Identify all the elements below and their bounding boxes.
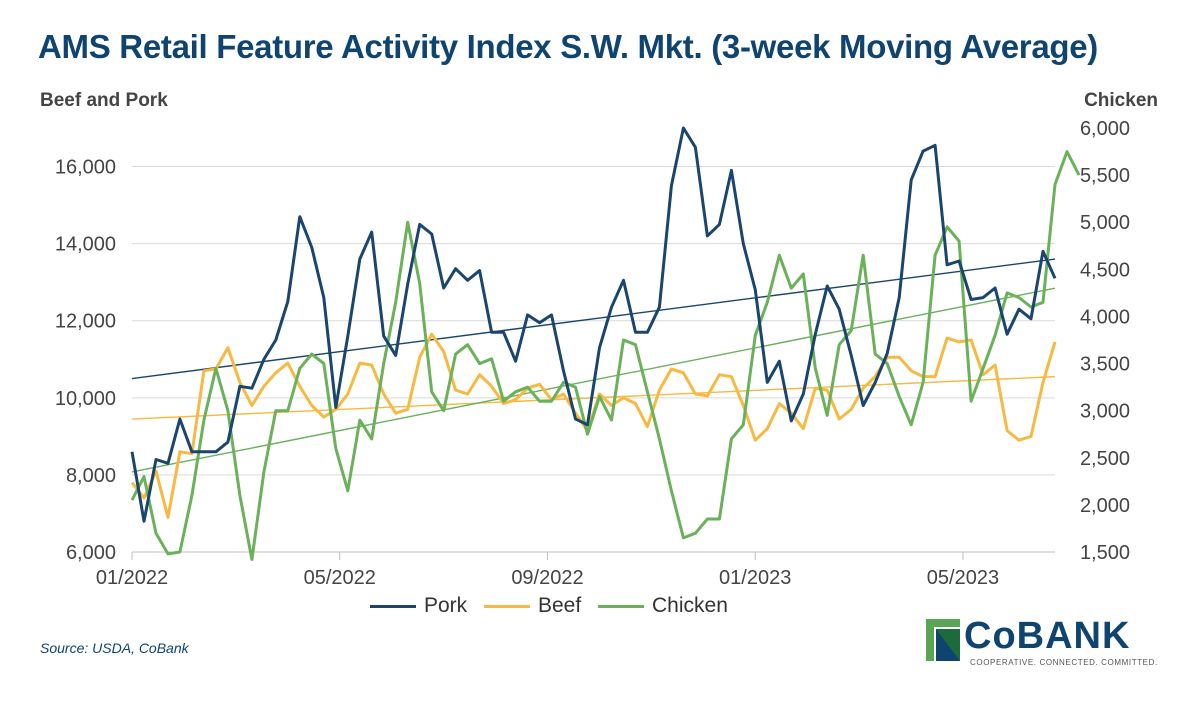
series-line-pork xyxy=(130,126,1057,523)
legend-item-chicken: Chicken xyxy=(598,594,728,618)
right-tick-label: 2,500 xyxy=(1080,448,1130,470)
series-lines xyxy=(130,126,1081,561)
left-tick-label: 6,000 xyxy=(66,542,116,564)
cobank-logo: CoBANK COOPERATIVE. CONNECTED. COMMITTED… xyxy=(926,615,1157,672)
gridlines xyxy=(132,166,1055,553)
right-tick-label: 3,500 xyxy=(1080,354,1130,376)
chart-title: AMS Retail Feature Activity Index S.W. M… xyxy=(38,28,1098,65)
right-tick-label: 5,500 xyxy=(1080,165,1130,187)
series-line-beef xyxy=(130,332,1057,519)
right-tick-label: 4,000 xyxy=(1080,306,1130,328)
left-tick-label: 8,000 xyxy=(66,465,116,487)
legend-label-chicken: Chicken xyxy=(652,594,728,617)
x-tick-label: 05/2022 xyxy=(304,567,376,589)
x-tick-label: 09/2022 xyxy=(511,567,583,589)
left-axis-ticks: 6,000 8,000 10,000 12,000 14,000 16,000 xyxy=(55,157,116,564)
series-line-chicken xyxy=(130,150,1081,561)
source-note: Source: USDA, CoBank xyxy=(40,640,189,656)
x-tick-label: 05/2023 xyxy=(927,567,999,589)
cobank-logo-mark xyxy=(926,619,960,661)
legend-item-pork: Pork xyxy=(370,594,467,618)
x-axis-ticks: 01/2022 05/2022 09/2022 01/2023 05/2023 xyxy=(96,552,999,589)
legend-swatch-beef xyxy=(484,604,530,608)
right-tick-label: 3,000 xyxy=(1080,401,1130,423)
left-tick-label: 10,000 xyxy=(55,388,116,410)
right-tick-label: 6,000 xyxy=(1080,118,1130,140)
right-axis-title: Chicken xyxy=(1084,90,1158,111)
left-tick-label: 14,000 xyxy=(55,234,116,256)
right-tick-label: 1,500 xyxy=(1080,542,1130,564)
legend-label-beef: Beef xyxy=(538,594,582,617)
legend-label-pork: Pork xyxy=(424,594,468,617)
x-tick-label: 01/2022 xyxy=(96,567,168,589)
cobank-logo-tagline: COOPERATIVE. CONNECTED. COMMITTED. xyxy=(970,658,1158,667)
right-tick-label: 2,000 xyxy=(1080,495,1130,517)
left-tick-label: 12,000 xyxy=(55,311,116,333)
right-tick-label: 4,500 xyxy=(1080,259,1130,281)
cobank-logo-word: CoBANK xyxy=(964,615,1131,657)
legend-swatch-chicken xyxy=(598,604,644,608)
right-tick-label: 5,000 xyxy=(1080,212,1130,234)
legend: Pork Beef Chicken xyxy=(0,594,1200,624)
right-axis-ticks: 1,500 2,000 2,500 3,000 3,500 4,000 4,500 5,000… xyxy=(1080,118,1130,564)
left-tick-label: 16,000 xyxy=(55,157,116,179)
x-tick-label: 01/2023 xyxy=(719,567,791,589)
legend-item-beef: Beef xyxy=(484,594,581,618)
legend-swatch-pork xyxy=(370,604,416,608)
left-axis-title: Beef and Pork xyxy=(40,90,168,111)
pork-trend-line xyxy=(131,258,1056,380)
